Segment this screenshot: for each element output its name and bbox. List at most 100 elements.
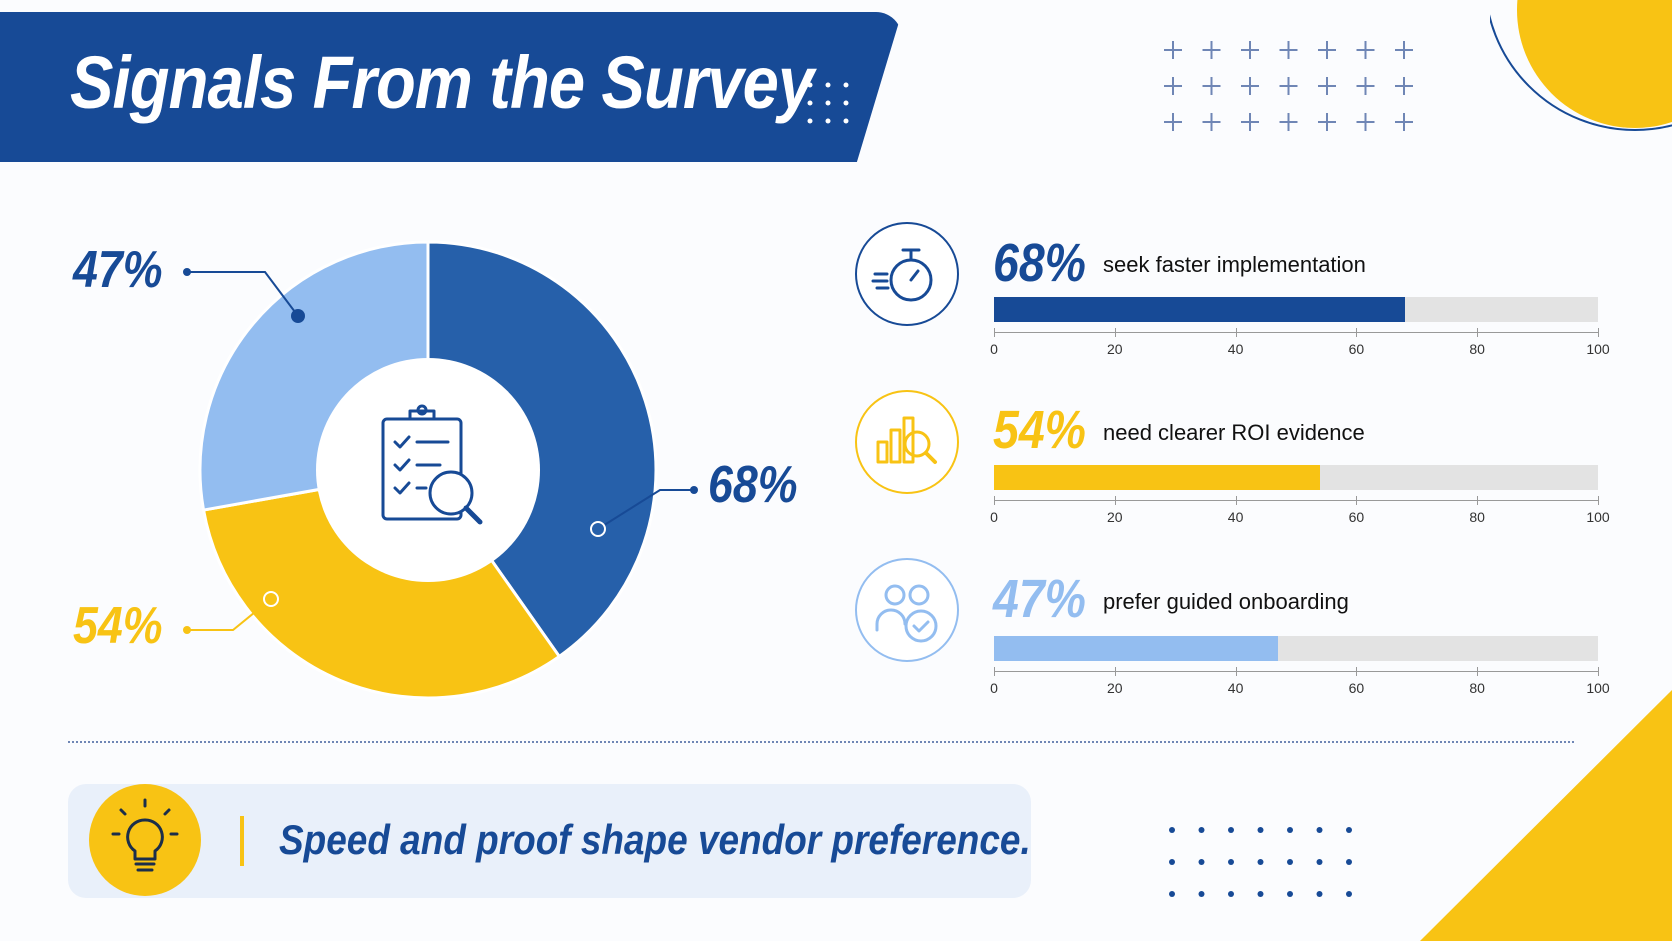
lightbulb-icon (111, 798, 179, 872)
plus-mark (1395, 113, 1413, 131)
tick-mark (1598, 328, 1599, 337)
tick-label: 60 (1348, 509, 1365, 525)
tick-mark (1598, 496, 1599, 505)
people-check-icon (875, 584, 938, 643)
decor-dot (1316, 859, 1323, 865)
donut-label-54: 54% (73, 597, 163, 655)
plus-grid-decoration (1164, 41, 1413, 131)
donut-chart (183, 240, 698, 700)
plus-mark (1202, 77, 1221, 95)
corner-circle-decoration (1490, 0, 1672, 131)
plus-mark (1164, 113, 1182, 131)
tick-label: 40 (1227, 341, 1244, 357)
tick-mark (1477, 496, 1479, 505)
decor-dot (1257, 827, 1264, 833)
tick-mark (994, 496, 995, 505)
corner-triangle-decoration (1420, 690, 1672, 941)
bar-axis-2 (994, 500, 1598, 501)
plus-mark (1318, 77, 1336, 95)
row-label-3: prefer guided onboarding (1103, 589, 1349, 614)
tick-mark (1114, 667, 1116, 676)
tick-mark (1114, 496, 1116, 505)
tick-label: 60 (1348, 341, 1365, 357)
chart-magnifier-icon (876, 416, 937, 464)
tick-mark (994, 667, 995, 676)
plus-mark (1356, 77, 1375, 95)
insight-separator (240, 816, 244, 866)
plus-mark (1164, 41, 1182, 59)
tick-label: 80 (1469, 680, 1485, 696)
plus-mark (1395, 77, 1413, 95)
row-label-1: seek faster implementation (1103, 252, 1366, 277)
decor-dot (1169, 827, 1175, 833)
tick-mark (1356, 328, 1358, 337)
decor-dot (1346, 891, 1352, 897)
decor-dot (1198, 859, 1205, 865)
chart-magnifier-icon-ring (855, 390, 959, 494)
tick-mark (994, 328, 995, 337)
tick-mark (1235, 328, 1237, 337)
title-banner (0, 12, 902, 162)
donut-label-68: 68% (708, 456, 798, 514)
bar-fill-2 (994, 465, 1321, 490)
tick-label: 80 (1469, 341, 1485, 357)
row-label-2: need clearer ROI evidence (1103, 420, 1365, 445)
tick-mark (1598, 667, 1599, 676)
tick-label: 20 (1107, 341, 1123, 357)
donut-slice-2 (201, 468, 562, 700)
decor-dot (1316, 827, 1323, 833)
decor-dot (1287, 859, 1293, 865)
tick-label: 100 (1586, 680, 1610, 696)
plus-mark (1164, 77, 1182, 95)
decor-dot (1198, 891, 1205, 897)
plus-mark (1279, 113, 1298, 131)
plus-mark (1356, 113, 1375, 131)
tick-label: 0 (990, 509, 998, 525)
plus-mark (1279, 41, 1298, 59)
tick-label: 100 (1586, 341, 1610, 357)
row-pct-3: 47% (993, 569, 1086, 629)
bar-axis-1 (994, 332, 1598, 333)
tick-mark (1356, 496, 1358, 505)
page-title: Signals From the Survey (70, 41, 814, 124)
banner-dot-pattern (807, 82, 849, 124)
dot-grid-decoration (1169, 827, 1352, 897)
insight-text: Speed and proof shape vendor preference. (279, 816, 1031, 863)
tick-label: 40 (1227, 509, 1244, 525)
row-pct-1: 68% (993, 233, 1086, 293)
plus-mark (1241, 77, 1259, 95)
plus-mark (1202, 41, 1221, 59)
row-pct-2: 54% (993, 400, 1086, 460)
people-check-icon-ring (855, 558, 959, 662)
decor-dot (1228, 859, 1234, 865)
tick-label: 40 (1227, 680, 1244, 696)
plus-mark (1318, 113, 1336, 131)
decor-dot (1287, 891, 1293, 897)
decor-dot (1257, 859, 1264, 865)
insight-panel (68, 784, 1031, 898)
bar-fill-3 (994, 636, 1278, 661)
donut-label-47: 47% (73, 241, 163, 299)
tick-label: 100 (1586, 509, 1610, 525)
decor-dot (1228, 891, 1234, 897)
tick-label: 20 (1107, 680, 1123, 696)
tick-mark (1235, 496, 1237, 505)
plus-mark (1395, 41, 1413, 59)
tick-label: 60 (1348, 680, 1365, 696)
decor-dot (1287, 827, 1293, 833)
plus-mark (1241, 41, 1259, 59)
stopwatch-icon-ring (855, 222, 959, 326)
bar-fill-1 (994, 297, 1405, 322)
decor-dot (1198, 827, 1205, 833)
tick-mark (1235, 667, 1237, 676)
tick-mark (1356, 667, 1358, 676)
bar-axis-3 (994, 671, 1598, 672)
decor-dot (1169, 891, 1175, 897)
tick-mark (1477, 328, 1479, 337)
stopwatch-icon (871, 248, 933, 302)
tick-label: 20 (1107, 509, 1123, 525)
decor-dot (1346, 827, 1352, 833)
tick-label: 80 (1469, 509, 1485, 525)
decor-dot (1228, 827, 1234, 833)
tick-mark (1114, 328, 1116, 337)
